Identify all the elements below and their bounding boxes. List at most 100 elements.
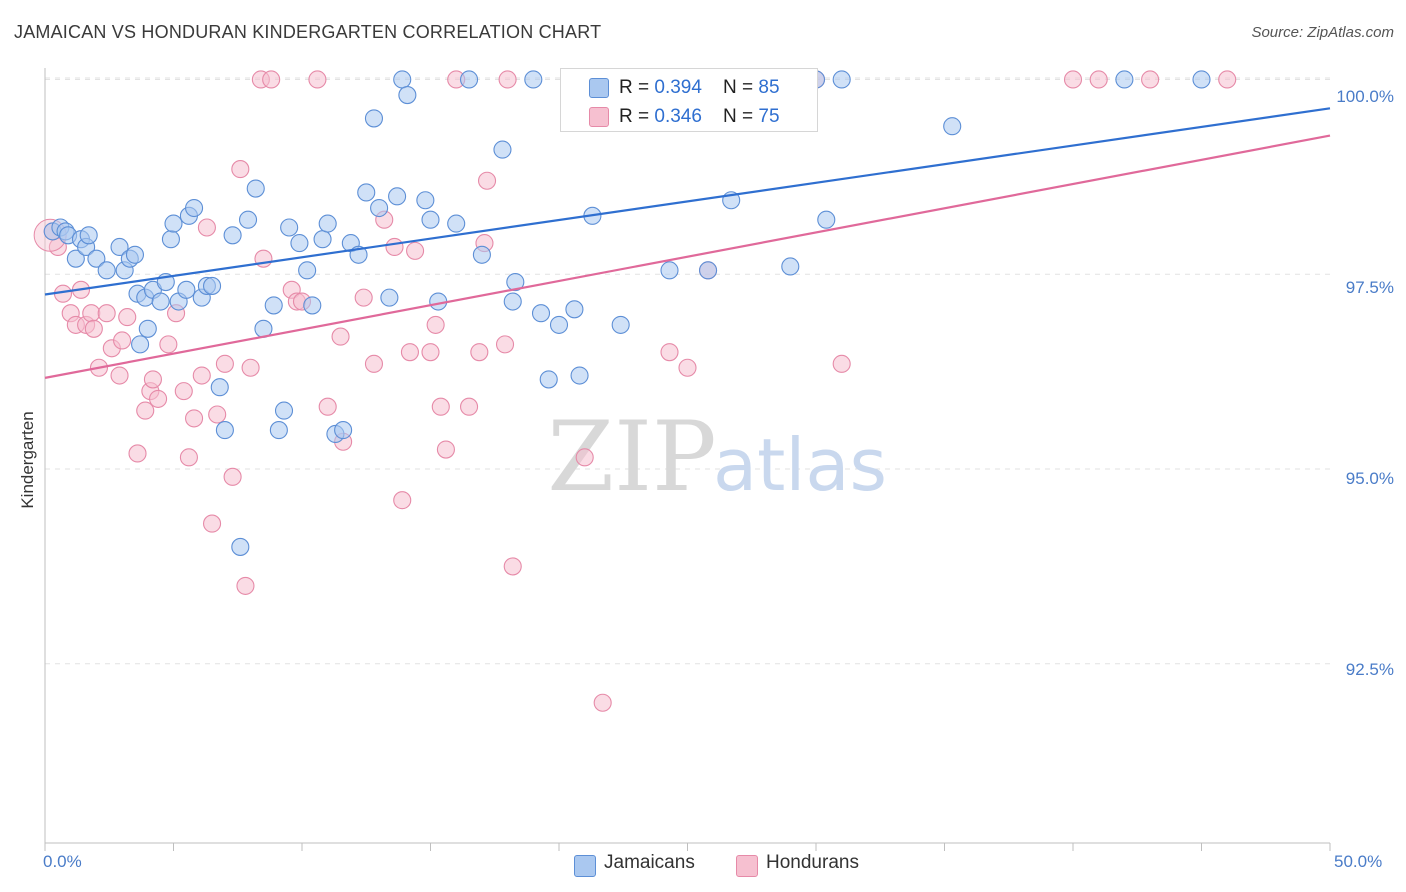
jamaican-point [398,86,417,105]
jamaican-point [388,187,407,206]
jamaican-point [380,288,399,307]
jamaican-point [611,315,630,334]
honduran-point [660,343,679,362]
honduran-point [400,343,419,362]
jamaican-point [223,226,242,245]
jamaican-point [393,70,412,89]
honduran-point [308,70,327,89]
bottom-legend-swatch-hondurans [736,855,758,877]
jamaican-point [421,210,440,229]
jamaican-point [503,292,522,311]
legend-r-value: 0.394 [654,77,702,98]
honduran-point [459,397,479,416]
honduran-point [136,401,155,420]
jamaican-point [565,300,584,319]
honduran-point [477,171,497,190]
jamaican-point [125,245,144,264]
jamaican-point [472,245,491,264]
legend-r-value: 0.346 [654,106,702,127]
honduran-point [208,405,227,424]
x-tick-label-min: 0.0% [43,852,82,871]
honduran-point [149,389,168,408]
honduran-point [128,444,147,463]
bottom-legend-label: Hondurans [766,852,859,873]
honduran-point [241,358,260,377]
y-axis-label: Kindergarten [18,411,37,509]
jamaican-point [298,261,317,280]
jamaican-point [110,237,129,257]
jamaican-point [506,272,525,292]
jamaican-point [699,261,718,280]
jamaican-point [290,234,309,253]
x-tick-label-max: 50.0% [1334,852,1383,871]
jamaicans-trend-line [44,107,1331,296]
jamaican-point [549,315,569,334]
jamaican-point [660,261,679,280]
honduran-point [179,448,198,467]
honduran-point [113,331,132,350]
y-tick-label: 100.0% [1336,87,1394,106]
honduran-point [223,467,242,486]
honduran-point [832,354,851,373]
watermark-zip: ZIP [547,401,716,513]
honduran-point [503,557,522,576]
y-tick-label: 95.0% [1345,469,1394,488]
honduran-point [203,514,222,533]
honduran-point [185,409,204,428]
honduran-point [354,288,373,307]
jamaican-point [164,214,183,233]
source-label: Source: ZipAtlas.com [1251,24,1394,41]
honduran-point [1141,70,1160,89]
honduran-point [192,366,211,385]
honduran-point [364,354,384,373]
jamaican-point [280,218,299,237]
honduran-point [82,304,101,323]
jamaican-point [264,296,283,315]
legend-n-value: 75 [758,106,780,127]
hondurans-trend-line [44,134,1331,379]
jamaican-point [161,230,180,249]
jamaican-point [303,296,322,315]
legend-swatch-hondurans [589,107,609,127]
jamaican-point [246,179,265,198]
honduran-point [318,397,337,416]
honduran-point [678,358,697,377]
honduran-point [118,308,137,327]
honduran-point [431,397,450,416]
jamaican-point [447,214,466,233]
jamaican-point [539,370,558,389]
honduran-point [1089,70,1108,89]
jamaican-point [131,335,150,354]
jamaican-point [781,257,800,276]
jamaican-point [832,70,851,89]
jamaican-point [151,292,170,311]
honduran-point [143,370,162,389]
honduran-point [470,343,489,362]
jamaican-point [524,70,543,89]
honduran-point [215,354,234,373]
legend-n-label: N = [723,106,759,127]
jamaican-point [357,183,376,202]
jamaican-point [269,421,288,440]
legend-r-label: R = [619,77,655,98]
jamaican-point [274,401,294,420]
jamaican-point [318,214,337,233]
jamaican-point [364,109,384,128]
honduran-point [331,327,350,346]
honduran-point [498,70,517,89]
jamaican-point [943,117,962,136]
honduran-point [231,160,250,179]
honduran-point [593,693,612,712]
honduran-point [436,440,455,459]
legend-swatch-jamaicans [589,78,609,98]
jamaican-point [370,198,389,218]
honduran-point [421,343,440,362]
honduran-point [1218,70,1237,89]
jamaican-point [1192,70,1211,89]
jamaican-point [97,261,116,280]
honduran-point [262,70,281,89]
jamaican-point [177,280,196,299]
jamaicans-points [43,70,1211,556]
trend-lines [44,107,1331,379]
